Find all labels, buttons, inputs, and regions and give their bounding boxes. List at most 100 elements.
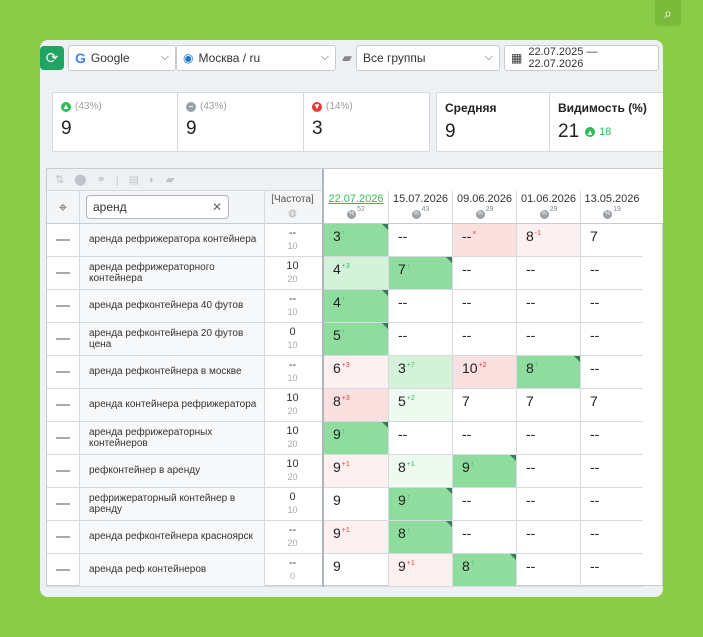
table-row[interactable]: рефконтейнер в аренду 10 20 <box>47 455 322 488</box>
table-row[interactable]: аренда рефконтейнера красноярск -- 20 <box>47 521 322 554</box>
position-cell[interactable]: --× <box>452 224 516 257</box>
date-column-header[interactable]: 22.07.2026 %52 <box>328 193 384 219</box>
crosshair-icon[interactable]: ⌖ <box>47 191 80 223</box>
group-select[interactable]: Все группы ⌵ <box>356 45 500 71</box>
position-cell[interactable]: 7 <box>580 389 643 422</box>
position-cell[interactable]: 10+2 <box>452 356 516 389</box>
position-cell[interactable]: -- <box>580 422 643 455</box>
position-cell[interactable]: -- <box>516 521 580 554</box>
table-row[interactable]: аренда рефрижератора контейнера -- 10 <box>47 224 322 257</box>
date-column-header[interactable]: 15.07.2026 %43 <box>388 191 452 224</box>
position-cell[interactable]: 7 <box>452 389 516 422</box>
date-range-picker[interactable]: ▦ 22.07.2025 — 22.07.2026 <box>504 45 659 71</box>
drag-handle[interactable] <box>47 323 80 355</box>
drag-handle[interactable] <box>47 455 80 487</box>
close-icon[interactable]: ✕ <box>211 200 222 214</box>
position-cell[interactable]: -- <box>452 323 516 356</box>
table-row[interactable]: аренда рефрижераторного контейнера 10 20 <box>47 257 322 290</box>
position-cell[interactable]: -- <box>580 521 643 554</box>
position-cell[interactable]: -- <box>388 323 452 356</box>
position-cell[interactable]: 9↑ <box>452 455 516 488</box>
position-cell[interactable]: -- <box>580 257 643 290</box>
table-row[interactable]: аренда рефконтейнера 20 футов цена 0 10 <box>47 323 322 356</box>
position-cell[interactable]: 9 <box>324 488 388 521</box>
drag-handle[interactable] <box>47 554 80 586</box>
position-cell[interactable]: 9+1 <box>324 455 388 488</box>
position-cell[interactable]: -- <box>452 488 516 521</box>
position-cell[interactable]: 5↑ <box>324 323 388 356</box>
position-cell[interactable]: 8↑ <box>516 356 580 389</box>
link-icon[interactable]: ⚭ <box>96 174 106 186</box>
position-cell[interactable]: 7 <box>516 389 580 422</box>
position-cell[interactable]: -- <box>516 323 580 356</box>
position-cell[interactable]: -- <box>388 224 452 257</box>
frequency-cell: -- 0 <box>264 554 320 586</box>
position-cell[interactable]: 4+3 <box>324 257 388 290</box>
position-cell[interactable]: -- <box>516 422 580 455</box>
table-row[interactable]: аренда рефконтейнера 40 футов -- 10 <box>47 290 322 323</box>
folder-icon[interactable]: ▰ <box>165 174 175 186</box>
table-row[interactable]: аренда рефрижераторных контейнеров 10 20 <box>47 422 322 455</box>
position-cell[interactable]: 8-1 <box>516 224 580 257</box>
engine-select[interactable]: G Google ⌵ <box>68 45 176 71</box>
position-cell[interactable]: 8↑ <box>452 554 516 587</box>
position-cell[interactable]: 3↑ <box>324 224 388 257</box>
position-cell[interactable]: -- <box>516 290 580 323</box>
position-cell[interactable]: -- <box>580 356 643 389</box>
drag-handle[interactable] <box>47 488 80 520</box>
position-cell[interactable]: 3+7 <box>388 356 452 389</box>
date-column-header[interactable]: 01.06.2026 %29 <box>516 191 580 224</box>
position-cell[interactable]: -- <box>388 290 452 323</box>
position-cell[interactable]: 9 <box>324 554 388 587</box>
position-cell[interactable]: -- <box>452 422 516 455</box>
toggle-icon[interactable]: ⬤ <box>74 174 87 186</box>
position-cell[interactable]: 8+3 <box>324 389 388 422</box>
position-cell[interactable]: -- <box>516 455 580 488</box>
position-cell[interactable]: -- <box>516 257 580 290</box>
position-cell[interactable]: 5+2 <box>388 389 452 422</box>
position-cell[interactable]: -- <box>580 554 643 587</box>
position-cell[interactable]: 8+1 <box>388 455 452 488</box>
drag-handle[interactable] <box>47 521 80 553</box>
table-row[interactable]: рефрижераторный контейнер в аренду 0 10 <box>47 488 322 521</box>
keyword-search-input[interactable]: аренд ✕ <box>86 195 229 219</box>
position-cell[interactable]: -- <box>388 422 452 455</box>
position-cell[interactable]: -- <box>452 290 516 323</box>
frequency-header[interactable]: [Частота] ◍ <box>264 191 320 224</box>
position-cell[interactable]: -- <box>580 488 643 521</box>
position-cell[interactable]: 7 <box>580 224 643 257</box>
zoom-icon[interactable]: ⌕ <box>655 0 681 26</box>
position-cell[interactable]: -- <box>516 488 580 521</box>
export-icon[interactable]: ▤ <box>128 174 140 186</box>
position-cell[interactable]: 9+1 <box>388 554 452 587</box>
position-cell[interactable]: -- <box>452 257 516 290</box>
position-cell[interactable]: 6+3 <box>324 356 388 389</box>
position-cell[interactable]: -- <box>516 554 580 587</box>
position-cell[interactable]: -- <box>452 521 516 554</box>
table-row[interactable]: аренда контейнера рефрижератора 10 20 <box>47 389 322 422</box>
position-cell[interactable]: -- <box>580 290 643 323</box>
table-row[interactable]: аренда рефконтейнера в москве -- 10 <box>47 356 322 389</box>
drag-handle[interactable] <box>47 257 80 289</box>
date-column-header[interactable]: 13.05.2026 %19 <box>580 191 643 224</box>
position-cell[interactable]: 9+1 <box>324 521 388 554</box>
region-select[interactable]: ◉ Москва / ru ⌵ <box>176 45 336 71</box>
sort-icon[interactable]: ⇅ <box>55 174 65 186</box>
drag-handle[interactable] <box>47 356 80 388</box>
table-row[interactable]: аренда реф контейнеров -- 0 <box>47 554 322 587</box>
position-cell[interactable]: -- <box>580 323 643 356</box>
drag-handle[interactable] <box>47 224 80 256</box>
position-cell[interactable]: 4↑ <box>324 290 388 323</box>
date-column-header[interactable]: 09.06.2026 %29 <box>452 191 516 224</box>
position-cell[interactable]: 8↑ <box>388 521 452 554</box>
drag-handle[interactable] <box>47 290 80 322</box>
drag-handle[interactable] <box>47 422 80 454</box>
keyword-text: аренда рефрижераторного контейнера <box>80 257 264 289</box>
refresh-button[interactable]: ⟳ <box>40 46 64 70</box>
position-cell[interactable]: -- <box>580 455 643 488</box>
position-cell[interactable]: 7↑ <box>388 257 452 290</box>
contrast-icon[interactable]: ◐ <box>149 173 156 186</box>
position-cell[interactable]: 9↑ <box>388 488 452 521</box>
position-cell[interactable]: 9↑ <box>324 422 388 455</box>
drag-handle[interactable] <box>47 389 80 421</box>
